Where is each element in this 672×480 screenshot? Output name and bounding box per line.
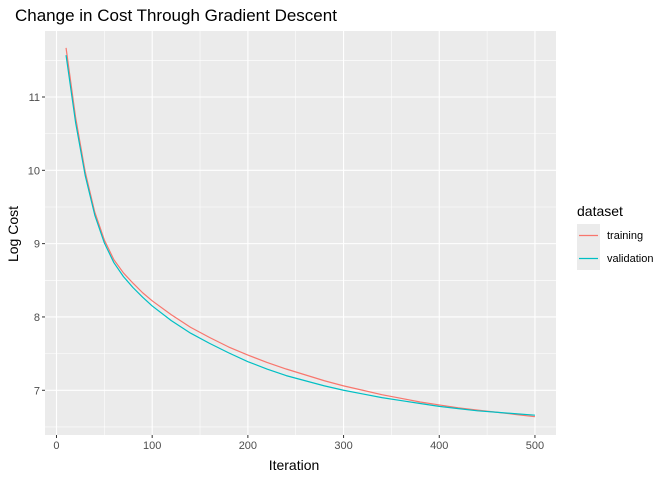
minor-gridlines [45,31,556,435]
y-axis-ticks: 7 8 9 10 11 [28,92,45,397]
x-tick-label: 100 [143,440,161,452]
major-gridlines [45,31,556,435]
x-tick-label: 200 [239,440,257,452]
legend-title: dataset [577,203,623,219]
y-tick-label: 7 [34,385,40,397]
x-tick-label: 300 [334,440,352,452]
legend-label: training [607,230,643,242]
legend-items: training validation [577,224,653,270]
series-line-validation [65,55,535,416]
y-tick-label: 8 [34,312,40,324]
series-lines [65,47,536,418]
chart-title: Change in Cost Through Gradient Descent [15,6,337,25]
series-line-training [65,47,536,418]
plot-panel [45,31,556,435]
legend-item-validation: validation [577,247,653,270]
legend-label: validation [607,253,653,265]
y-tick-label: 11 [29,92,40,104]
y-tick-label: 10 [28,165,40,177]
x-axis-ticks: 0 100 200 300 400 500 [53,435,544,452]
y-axis-title: Log Cost [5,206,21,262]
legend-item-training: training [577,224,643,247]
x-tick-label: 500 [526,440,544,452]
x-tick-label: 400 [430,440,448,452]
y-tick-label: 9 [34,239,40,251]
legend: dataset training validation [577,203,653,270]
x-axis-title: Iteration [269,457,320,473]
x-tick-label: 0 [53,440,59,452]
